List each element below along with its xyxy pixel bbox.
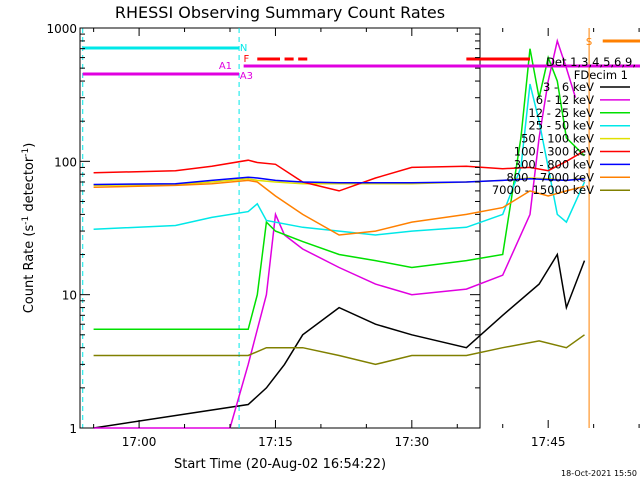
x-tick-label: 17:15 bbox=[258, 435, 293, 449]
series-line bbox=[93, 176, 585, 186]
y-axis: 1 10 100 1000 bbox=[46, 22, 480, 436]
series-line bbox=[93, 38, 577, 429]
x-tick-label: 17:30 bbox=[395, 435, 430, 449]
x-tick-label: 17:45 bbox=[531, 435, 566, 449]
legend-entry-label: 50 - 100 keV bbox=[521, 132, 594, 146]
legend-header-line1: Det 1,3,4,5,6,9, bbox=[546, 55, 636, 69]
plot-area: NF A1 A3 S 1 10 100 1000 17:00 17:15 17:30 17:45 1… bbox=[46, 22, 640, 449]
vertical-markers bbox=[82, 28, 590, 428]
plot-frame bbox=[79, 27, 481, 429]
flag-bars: NF A1 A3 S bbox=[82, 37, 640, 82]
y-tick-label: 1000 bbox=[46, 22, 77, 36]
legend-entry-label: 800 - 7000 keV bbox=[506, 170, 594, 184]
series-line bbox=[93, 150, 585, 192]
y-tick-label: 1 bbox=[69, 422, 77, 436]
legend-entry-label: 3 - 6 keV bbox=[543, 80, 594, 94]
legend-entry-label: 300 - 800 keV bbox=[514, 157, 594, 171]
series-lines bbox=[93, 38, 586, 429]
flag-label: S bbox=[586, 37, 592, 48]
series-line bbox=[93, 83, 586, 236]
series-line bbox=[93, 252, 586, 429]
legend-entry-label: 6 - 12 keV bbox=[536, 93, 594, 107]
x-axis-label: Start Time (20-Aug-02 16:54:22) bbox=[174, 457, 386, 472]
flag-label: N bbox=[240, 43, 247, 54]
legend-entry-label: 25 - 50 keV bbox=[528, 119, 594, 133]
y-axis-label: Count Rate (s-1 detector-1) bbox=[21, 143, 37, 314]
legend-entry-label: 100 - 300 keV bbox=[514, 145, 594, 159]
legend-header-line2: FDecim 1 bbox=[574, 68, 628, 82]
legend-entry-label: 12 - 25 keV bbox=[528, 106, 594, 120]
series-line bbox=[93, 48, 586, 331]
legend-entry-label: 7000 - 15000 keV bbox=[492, 183, 594, 197]
series-line bbox=[93, 179, 585, 236]
y-tick-label: 10 bbox=[62, 289, 77, 303]
flag-label: F bbox=[243, 54, 249, 65]
flag-label: A3 bbox=[240, 71, 253, 82]
x-tick-label: 17:00 bbox=[122, 435, 157, 449]
series-line bbox=[93, 334, 585, 366]
footer-timestamp: 18-Oct-2021 15:50 bbox=[561, 469, 637, 478]
chart-title: RHESSI Observing Summary Count Rates bbox=[115, 3, 445, 22]
flag-label: A1 bbox=[219, 61, 232, 72]
y-tick-label: 100 bbox=[54, 155, 77, 169]
